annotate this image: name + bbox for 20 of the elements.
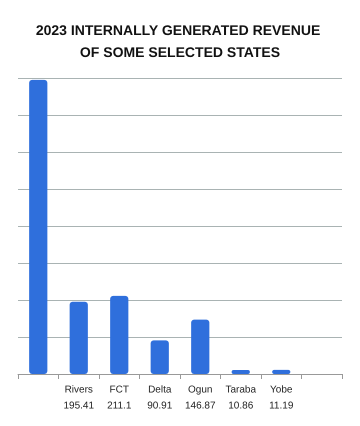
bar — [272, 370, 290, 374]
x-tick-label: FCT — [110, 384, 129, 396]
bar — [232, 370, 250, 374]
x-tick-label: Ogun — [188, 384, 212, 396]
data-label: 90.91 — [147, 400, 173, 412]
bar — [191, 320, 210, 374]
bar — [29, 80, 48, 374]
data-label: 146.87 — [184, 400, 216, 412]
x-tick-label: Taraba — [225, 384, 256, 396]
data-label: 195.41 — [63, 400, 94, 412]
bar — [70, 302, 88, 374]
bar — [150, 340, 169, 374]
chart-title: 2023 INTERNALLY GENERATED REVENUE OF SOME SELECTED STATES — [36, 22, 324, 60]
bar — [110, 296, 128, 374]
data-label: 11.19 — [269, 400, 294, 412]
x-tick-label: Rivers — [64, 384, 93, 396]
x-tick-label: Yobe — [270, 384, 293, 396]
data-label: 211.1 — [107, 400, 132, 412]
data-label: 10.86 — [228, 400, 254, 412]
x-tick-label: Delta — [148, 384, 172, 396]
